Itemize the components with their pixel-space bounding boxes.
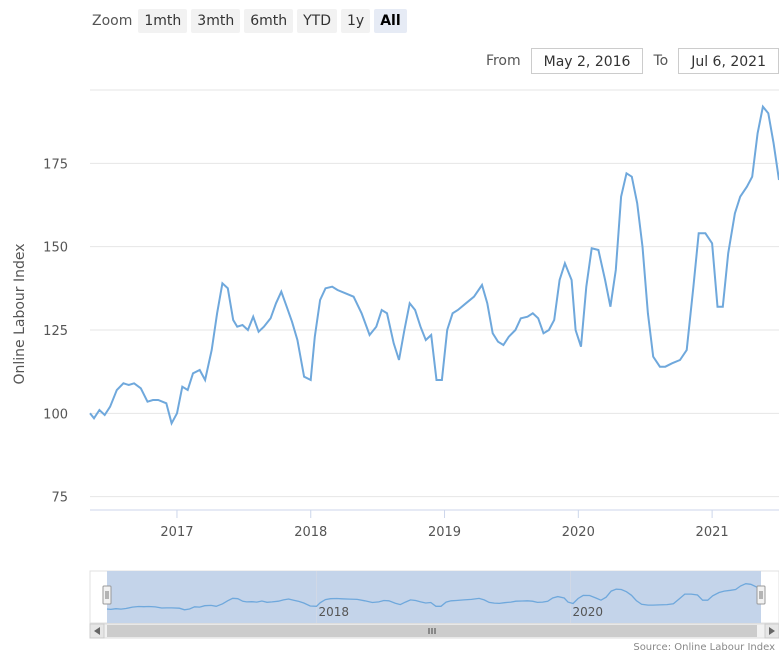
zoom-label: Zoom [92, 13, 133, 29]
navigator-series-line [106, 583, 762, 611]
x-tick-label: 2020 [562, 525, 595, 540]
navigator-left-handle[interactable] [102, 585, 112, 605]
date-range: From May 2, 2016 To Jul 6, 2021 [476, 48, 779, 74]
to-label: To [653, 53, 669, 69]
navigator: 2018 2020 [89, 570, 779, 624]
y-tick-label: 150 [43, 241, 68, 256]
grid [90, 89, 779, 498]
zoom-3mth-button[interactable]: 3mth [191, 9, 241, 33]
y-tick-label: 75 [51, 491, 68, 506]
x-axis-ticks: 2017 2018 2019 2020 2021 [90, 509, 779, 540]
y-tick-label: 125 [43, 324, 68, 339]
zoom-6mth-button[interactable]: 6mth [244, 9, 294, 33]
navigator-selection[interactable] [107, 571, 761, 623]
y-tick-label: 100 [43, 407, 68, 422]
x-tick-label: 2019 [428, 525, 461, 540]
scrollbar[interactable] [89, 623, 779, 639]
from-date-input[interactable]: May 2, 2016 [530, 48, 644, 74]
x-tick-label: 2017 [160, 525, 193, 540]
y-axis-title: Online Labour Index [12, 243, 28, 384]
zoom-bar: Zoom 1mth 3mth 6mth YTD 1y All [92, 8, 411, 34]
x-tick-label: 2018 [294, 525, 327, 540]
zoom-1mth-button[interactable]: 1mth [138, 9, 188, 33]
to-date-input[interactable]: Jul 6, 2021 [678, 48, 779, 74]
grip-icon [428, 628, 436, 634]
source-credit: Source: Online Labour Index [633, 642, 775, 653]
zoom-all-button[interactable]: All [374, 9, 407, 33]
navigator-right-handle[interactable] [756, 585, 766, 605]
y-tick-label: 175 [43, 157, 68, 172]
navigator-tick-label: 2020 [573, 605, 604, 619]
series-line [89, 104, 779, 426]
arrow-right-icon [769, 627, 775, 635]
y-axis-ticks: 75 100 125 150 175 [43, 157, 68, 505]
navigator-grid [316, 571, 572, 623]
zoom-ytd-button[interactable]: YTD [297, 9, 338, 33]
from-label: From [485, 53, 521, 69]
navigator-tick-label: 2018 [319, 605, 350, 619]
x-tick-label: 2021 [696, 525, 729, 540]
arrow-left-icon [94, 627, 100, 635]
zoom-1y-button[interactable]: 1y [341, 9, 371, 33]
